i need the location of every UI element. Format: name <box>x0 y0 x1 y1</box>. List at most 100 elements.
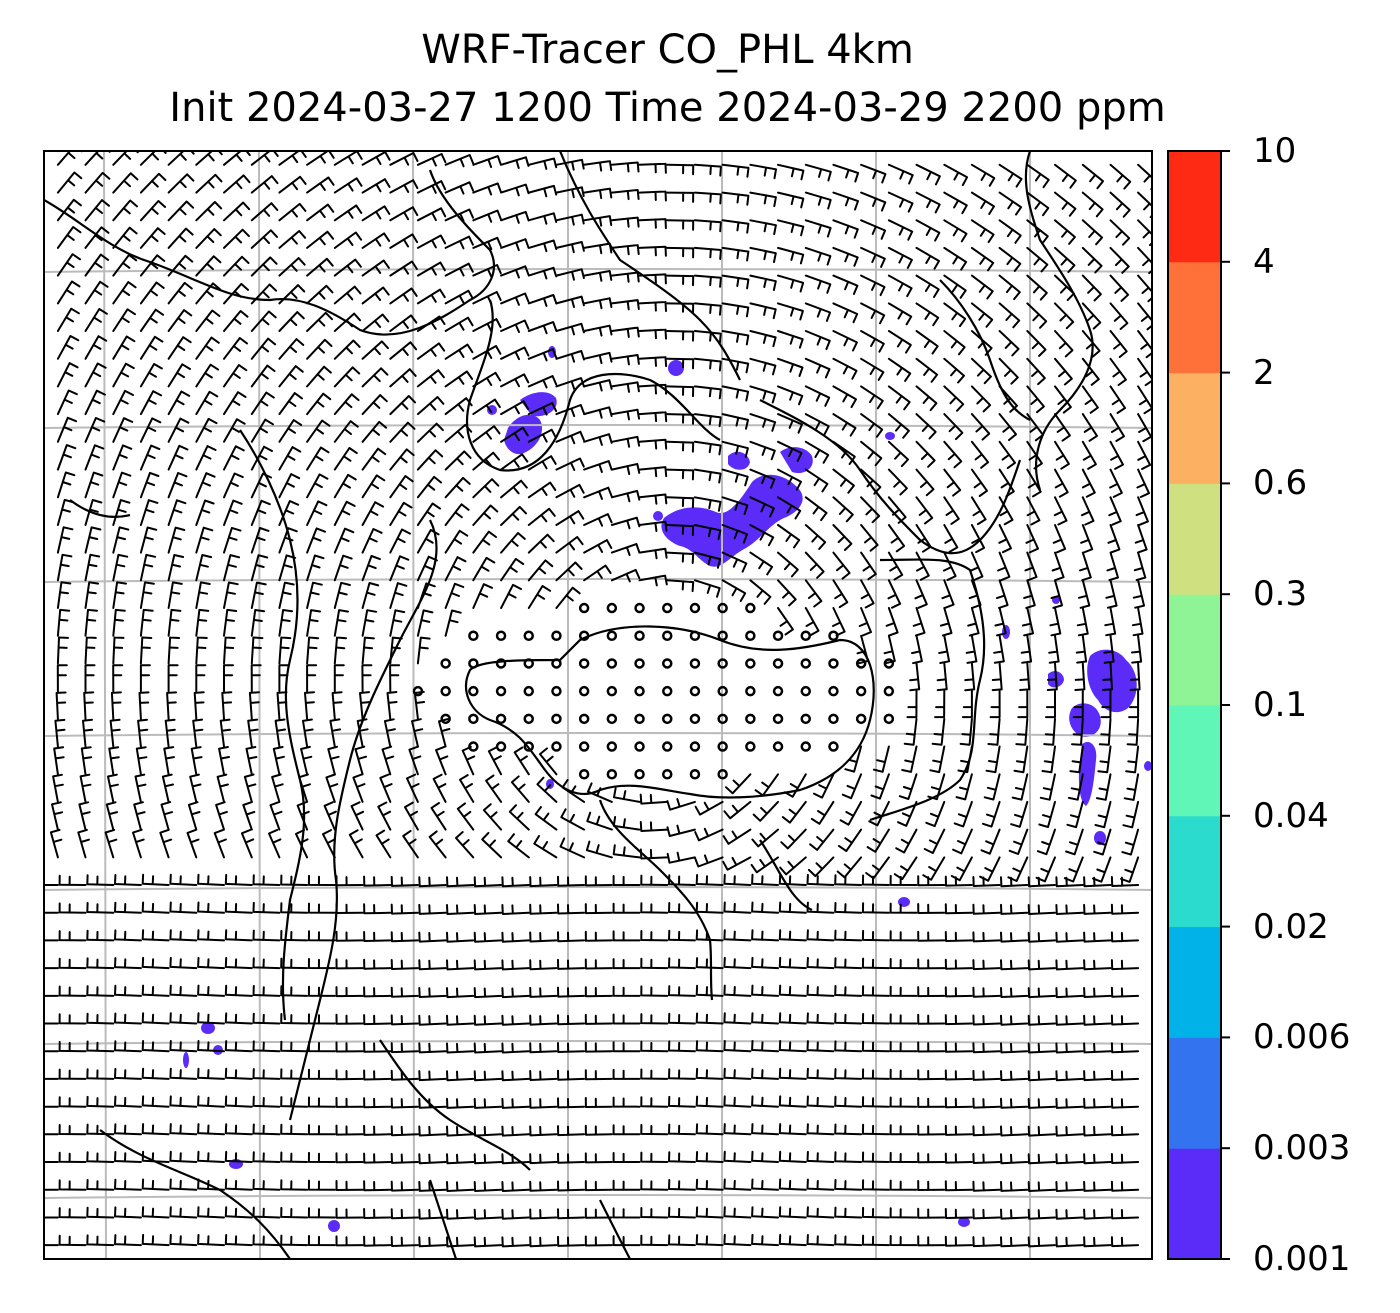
wind-barb <box>112 199 138 222</box>
wind-barb <box>84 499 103 526</box>
wind-barb <box>242 801 256 831</box>
wind-barb <box>861 1151 890 1163</box>
wind-barb <box>970 219 995 244</box>
wind-barb <box>306 554 325 582</box>
wind-barb <box>901 745 918 773</box>
wind-barb <box>501 1181 530 1192</box>
wind-barb <box>804 191 832 210</box>
wind-barb <box>1008 828 1029 855</box>
wind-barb <box>1026 440 1043 470</box>
wind-barb <box>1026 163 1050 189</box>
wind-barb <box>333 393 360 416</box>
calm-marker <box>855 713 867 725</box>
wind-barb <box>223 201 251 222</box>
coastline <box>759 839 813 912</box>
calm-marker <box>634 630 645 641</box>
wind-barb <box>998 191 1023 216</box>
wind-barb <box>428 830 447 859</box>
wind-barb <box>970 246 995 272</box>
wind-barb <box>889 1235 918 1247</box>
calm-marker <box>495 741 507 752</box>
wind-barb <box>418 903 447 915</box>
tracer-patch <box>201 1022 215 1034</box>
wind-barb <box>141 1040 170 1053</box>
colorbar-segment <box>1168 815 1221 928</box>
wind-barb <box>1110 876 1140 887</box>
wind-barb <box>500 346 530 361</box>
wind-barb <box>970 163 996 187</box>
wind-barb <box>473 987 503 999</box>
wind-barb <box>444 476 471 499</box>
wind-barb <box>666 468 695 481</box>
wind-barb <box>944 903 973 915</box>
wind-barb <box>444 529 469 554</box>
colorbar-tick-label: 0.02 <box>1253 906 1329 947</box>
wind-barb <box>416 475 443 499</box>
wind-barb <box>610 244 640 256</box>
wind-barb <box>1069 745 1084 774</box>
wind-barb <box>446 1070 475 1082</box>
wind-barb <box>1122 800 1140 829</box>
wind-barb <box>804 357 831 379</box>
wind-barb <box>887 357 912 382</box>
wind-barb <box>56 198 82 222</box>
wind-barb <box>112 444 133 471</box>
wind-barb <box>361 664 373 693</box>
wind-barb <box>965 634 978 664</box>
calm-marker <box>606 741 618 752</box>
wind-barb <box>84 280 109 305</box>
wind-barb <box>1054 302 1075 330</box>
wind-barb <box>887 330 912 354</box>
wind-barb <box>806 1067 835 1080</box>
wind-barb <box>1080 524 1094 554</box>
wind-barb <box>832 413 857 437</box>
wind-barb <box>418 1208 447 1220</box>
wind-barb <box>1024 551 1038 582</box>
wind-barb <box>307 1207 336 1219</box>
calm-marker <box>717 630 728 641</box>
wind-barb <box>777 191 805 209</box>
wind-barb <box>215 801 228 831</box>
wind-barb <box>668 1179 696 1191</box>
wind-barb <box>307 1179 336 1191</box>
wind-barb <box>915 440 936 468</box>
wind-barb <box>195 664 207 693</box>
wind-barb <box>377 801 392 831</box>
wind-barb <box>167 254 194 277</box>
wind-barb <box>1136 468 1150 498</box>
wind-barb <box>250 445 273 471</box>
wind-barb <box>1017 690 1029 719</box>
wind-barb <box>84 335 108 360</box>
wind-barb <box>84 526 102 554</box>
wind-barb <box>114 984 142 997</box>
calm-marker <box>828 685 839 697</box>
wind-barb <box>473 1042 503 1054</box>
wind-barb <box>777 496 802 520</box>
wind-barb <box>250 202 279 222</box>
calm-marker <box>523 741 534 752</box>
wind-barb <box>529 959 558 971</box>
wind-barb <box>586 811 613 831</box>
calm-marker <box>800 630 811 641</box>
wind-barb <box>749 385 777 404</box>
wind-barb <box>557 1180 586 1192</box>
wind-barb <box>777 607 794 636</box>
wind-barb <box>390 1097 419 1109</box>
wind-barb <box>612 1179 641 1191</box>
wind-barb <box>1109 219 1131 246</box>
wind-barb <box>944 1208 973 1219</box>
wind-barb <box>280 1040 309 1053</box>
wind-barb <box>917 1207 946 1219</box>
colorbar-segment <box>1168 483 1221 595</box>
wind-barb <box>583 379 613 392</box>
wind-barb <box>250 229 278 249</box>
wind-barb <box>982 800 1001 828</box>
wind-barb <box>723 1067 752 1080</box>
wind-barb <box>860 219 887 240</box>
wind-barb <box>278 636 292 665</box>
wind-barb <box>610 463 641 475</box>
wind-barb <box>444 582 465 609</box>
wind-barb <box>167 390 191 416</box>
wind-barb <box>307 1068 336 1080</box>
wind-barb <box>335 958 364 970</box>
